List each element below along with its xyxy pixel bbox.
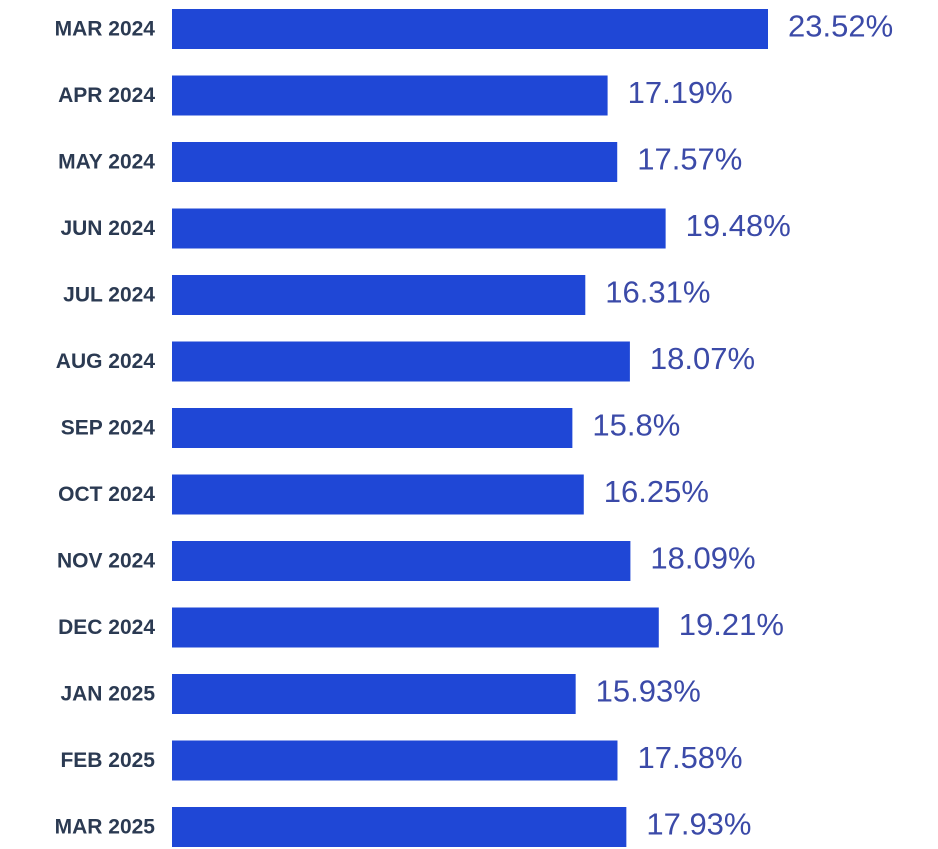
value-label: 19.21% [679,607,784,642]
value-label: 17.19% [628,75,733,110]
category-label: FEB 2025 [60,749,155,772]
value-label: 18.09% [650,541,755,576]
category-label: MAR 2024 [55,18,156,41]
category-label: MAY 2024 [58,151,155,174]
value-label: 18.07% [650,341,755,376]
value-label: 16.31% [605,275,710,310]
value-label: 17.57% [637,142,742,177]
category-label: MAR 2025 [55,816,156,839]
bar [172,541,631,581]
bar [172,142,618,182]
category-label: AUG 2024 [56,350,156,373]
value-label: 19.48% [686,208,791,243]
category-label: JUL 2024 [63,284,155,307]
category-label: JAN 2025 [60,683,155,706]
bar [172,75,608,116]
bar [172,740,618,781]
value-label: 23.52% [788,9,893,44]
bar [172,275,586,315]
bar [172,208,666,249]
bar [172,408,573,448]
value-label: 15.8% [592,408,680,443]
category-label: APR 2024 [58,84,155,107]
category-label: SEP 2024 [61,417,156,440]
value-label: 17.58% [637,740,742,775]
category-label: NOV 2024 [57,550,155,573]
bar [172,9,768,49]
category-label: DEC 2024 [58,616,155,639]
value-label: 15.93% [596,674,701,709]
value-label: 17.93% [646,807,751,842]
value-label: 16.25% [604,474,709,509]
bar [172,341,630,382]
bar [172,607,659,648]
category-label: OCT 2024 [58,483,155,506]
bar [172,674,576,714]
category-label: JUN 2024 [60,217,155,240]
bar [172,807,627,847]
bar [172,474,584,515]
